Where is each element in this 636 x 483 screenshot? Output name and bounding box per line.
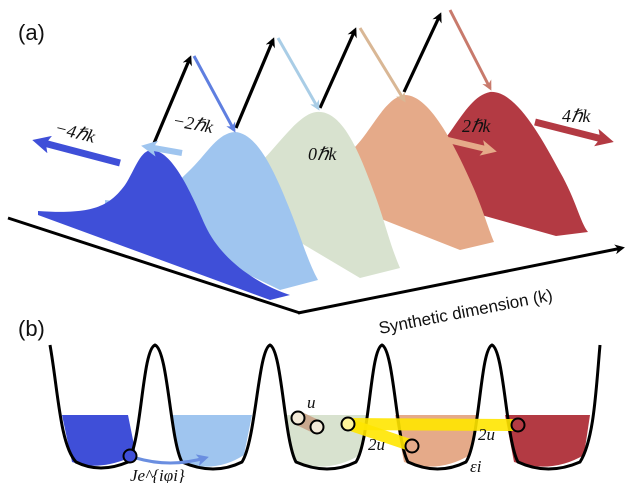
kick-arrow-down-m2 — [192, 55, 236, 133]
label-4hk: 4ℏk — [562, 106, 591, 126]
atom-tunneling — [122, 448, 138, 464]
momentum-arrow-minus-4 — [32, 135, 121, 167]
panel-a-label: (a) — [18, 20, 45, 45]
two-u-left-label: 2u — [368, 435, 385, 454]
label-minus-2hk: −2ℏk — [171, 110, 215, 137]
interaction-highlight-right — [342, 418, 524, 431]
tunneling-arrow — [135, 454, 209, 466]
epsilon-label: εi — [470, 457, 482, 476]
tunnel-label: Je^{iφi} — [130, 466, 185, 483]
label-2hk: 2ℏk — [462, 116, 491, 136]
kick-arrow-up-3 — [318, 27, 357, 109]
potential-curve — [48, 343, 602, 471]
atom-plus-4 — [510, 417, 526, 433]
atom-pair-2 — [309, 419, 325, 435]
kick-arrow-down-p4 — [448, 9, 492, 91]
label-0hk: 0ℏk — [308, 144, 337, 164]
momentum-arrow-plus-4 — [534, 118, 614, 147]
kick-arrow-up-4 — [402, 12, 442, 93]
panel-b-label: (b) — [18, 316, 45, 341]
peak-minus-4 — [38, 150, 290, 300]
axis-depth-line — [7, 216, 301, 315]
well-fill-plus-4 — [505, 415, 590, 467]
peak-plus-4 — [350, 91, 588, 236]
peak-plus-2 — [270, 94, 494, 250]
two-u-right-label: 2u — [478, 425, 495, 444]
axis-synthetic-line — [297, 244, 625, 315]
well-fill-minus-2 — [172, 415, 252, 467]
peak-minus-2 — [105, 132, 318, 290]
peak-0 — [195, 111, 400, 278]
well-fill-minus-4 — [62, 415, 136, 466]
synthetic-dimension-label: Synthetic dimension (k) — [377, 286, 554, 338]
kick-arrow-up-2 — [234, 37, 275, 129]
atom-pair-1 — [290, 410, 306, 426]
kick-arrow-up-1 — [150, 55, 192, 149]
atom-yellow-left — [340, 416, 356, 432]
u-label: u — [307, 393, 316, 412]
label-minus-4hk: −4ℏk — [53, 117, 98, 146]
momentum-arrow-plus-2 — [447, 137, 497, 156]
kick-arrow-down-0 — [276, 37, 320, 111]
momentum-arrow-minus-2 — [141, 140, 183, 157]
atom-plus-2 — [404, 438, 420, 454]
kick-arrow-down-p2 — [358, 27, 406, 103]
